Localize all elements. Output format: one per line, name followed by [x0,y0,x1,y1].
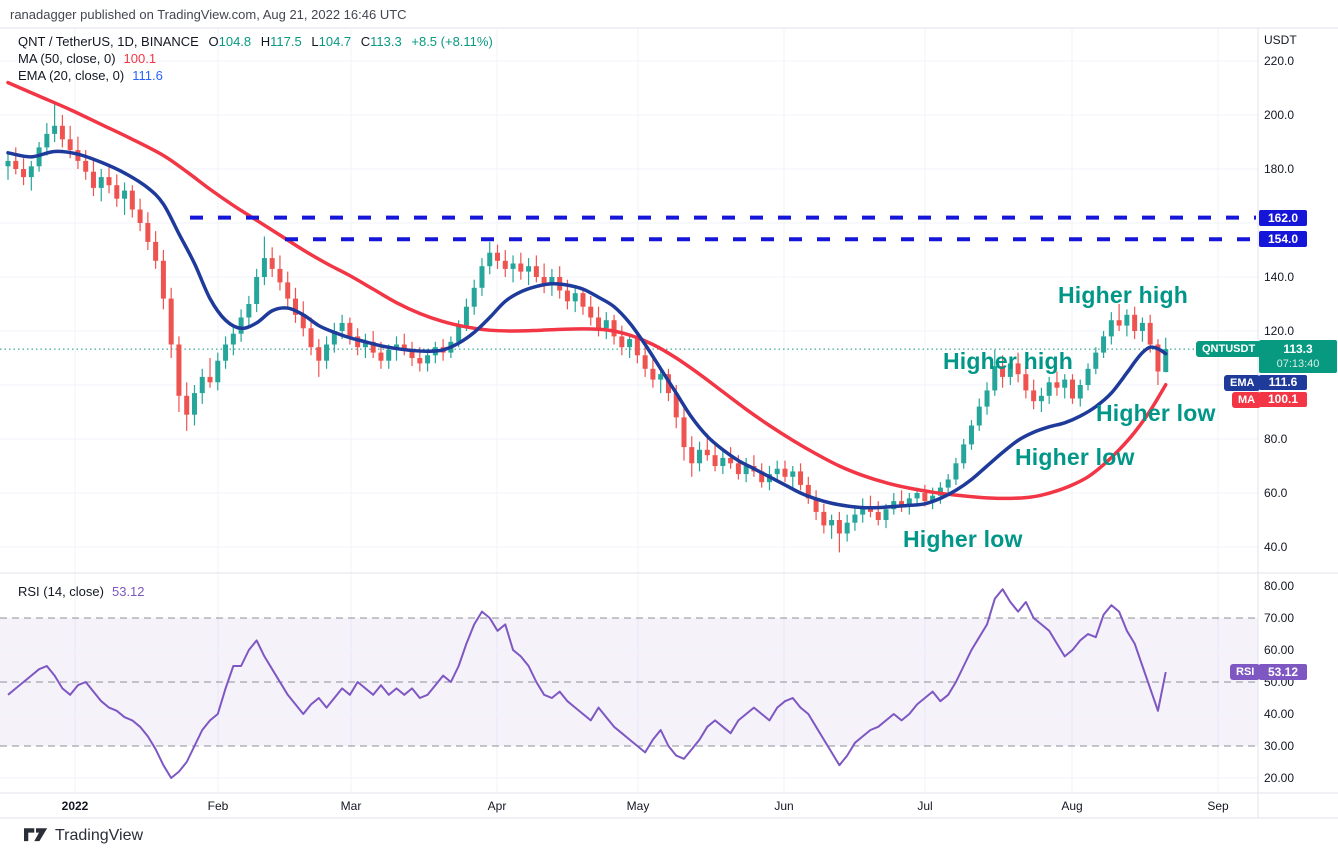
open-label: O [208,34,219,49]
high-value: 117.5 [270,34,302,49]
svg-text:Aug: Aug [1061,799,1082,813]
annotation-higher-low-3: Higher low [903,526,1023,552]
ma-study-label: MA (50, close, 0) [18,51,116,66]
open-value: 104.8 [218,34,252,49]
svg-text:200.0: 200.0 [1264,108,1294,122]
close-value: 113.3 [370,34,402,49]
svg-text:140.0: 140.0 [1264,270,1294,284]
svg-text:80.0: 80.0 [1264,432,1288,446]
ema-badge: EMA [1224,375,1261,391]
last-price-value: 113.3 [1283,342,1313,356]
svg-text:80.00: 80.00 [1264,579,1294,593]
svg-text:May: May [627,799,650,813]
last-price-box: 113.3 07:13:40 [1259,340,1337,373]
rsi-study-label: RSI (14, close) [18,584,104,599]
svg-text:USDT: USDT [1264,33,1297,47]
ma-value-label: 100.1 [1259,392,1307,407]
legend-symbol-row[interactable]: QNT / TetherUS, 1D, BINANCE O104.8 H117.… [18,33,493,50]
rsi-value-label: 53.12 [1259,664,1307,680]
annotation-higher-high-2: Higher high [943,348,1073,374]
low-value: 104.7 [318,34,352,49]
rsi-badge: RSI [1230,664,1261,680]
chart-legend: QNT / TetherUS, 1D, BINANCE O104.8 H117.… [18,33,493,84]
ma-badge: MA [1232,392,1262,408]
tradingview-logo-text: TradingView [55,827,144,844]
svg-text:Jul: Jul [917,799,932,813]
svg-text:70.00: 70.00 [1264,611,1294,625]
ema-value-label: 111.6 [1259,375,1307,390]
svg-text:Apr: Apr [488,799,507,813]
change-value: +8.5 (+8.11%) [411,34,493,49]
svg-text:20.00: 20.00 [1264,771,1294,785]
rsi-legend[interactable]: RSI (14, close) 53.12 [18,584,145,599]
svg-text:Mar: Mar [341,799,362,813]
svg-text:180.0: 180.0 [1264,162,1294,176]
legend-ma-row[interactable]: MA (50, close, 0) 100.1 [18,50,493,67]
svg-text:60.00: 60.00 [1264,643,1294,657]
annotation-higher-high-1: Higher high [1058,282,1188,308]
svg-text:Feb: Feb [208,799,229,813]
level-label-154: 154.0 [1259,231,1307,247]
level-label-162: 162.0 [1259,210,1307,226]
svg-text:40.0: 40.0 [1264,540,1288,554]
tradingview-logo-icon [24,828,48,842]
svg-text:Jun: Jun [774,799,793,813]
ema-study-label: EMA (20, close, 0) [18,68,125,83]
low-label: L [311,34,319,49]
bar-countdown: 07:13:40 [1276,358,1320,370]
svg-text:30.00: 30.00 [1264,739,1294,753]
svg-text:Sep: Sep [1207,799,1229,813]
legend-ema-row[interactable]: EMA (20, close, 0) 111.6 [18,67,493,84]
svg-text:120.0: 120.0 [1264,324,1294,338]
rsi-study-value: 53.12 [111,584,145,599]
tradingview-logo[interactable]: TradingView [24,827,143,845]
ema-study-value: 111.6 [132,68,163,83]
ma-study-value: 100.1 [123,51,157,66]
svg-text:220.0: 220.0 [1264,54,1294,68]
high-label: H [260,34,271,49]
publish-header: ranadagger published on TradingView.com,… [10,7,407,22]
symbol-badge: QNTUSDT [1196,341,1262,357]
close-label: C [360,34,371,49]
symbol-title: QNT / TetherUS, 1D, BINANCE [18,34,199,49]
svg-text:40.00: 40.00 [1264,707,1294,721]
svg-text:60.0: 60.0 [1264,486,1288,500]
annotation-higher-low-2: Higher low [1015,444,1135,470]
svg-text:2022: 2022 [62,799,89,813]
annotation-higher-low-1: Higher low [1096,400,1216,426]
